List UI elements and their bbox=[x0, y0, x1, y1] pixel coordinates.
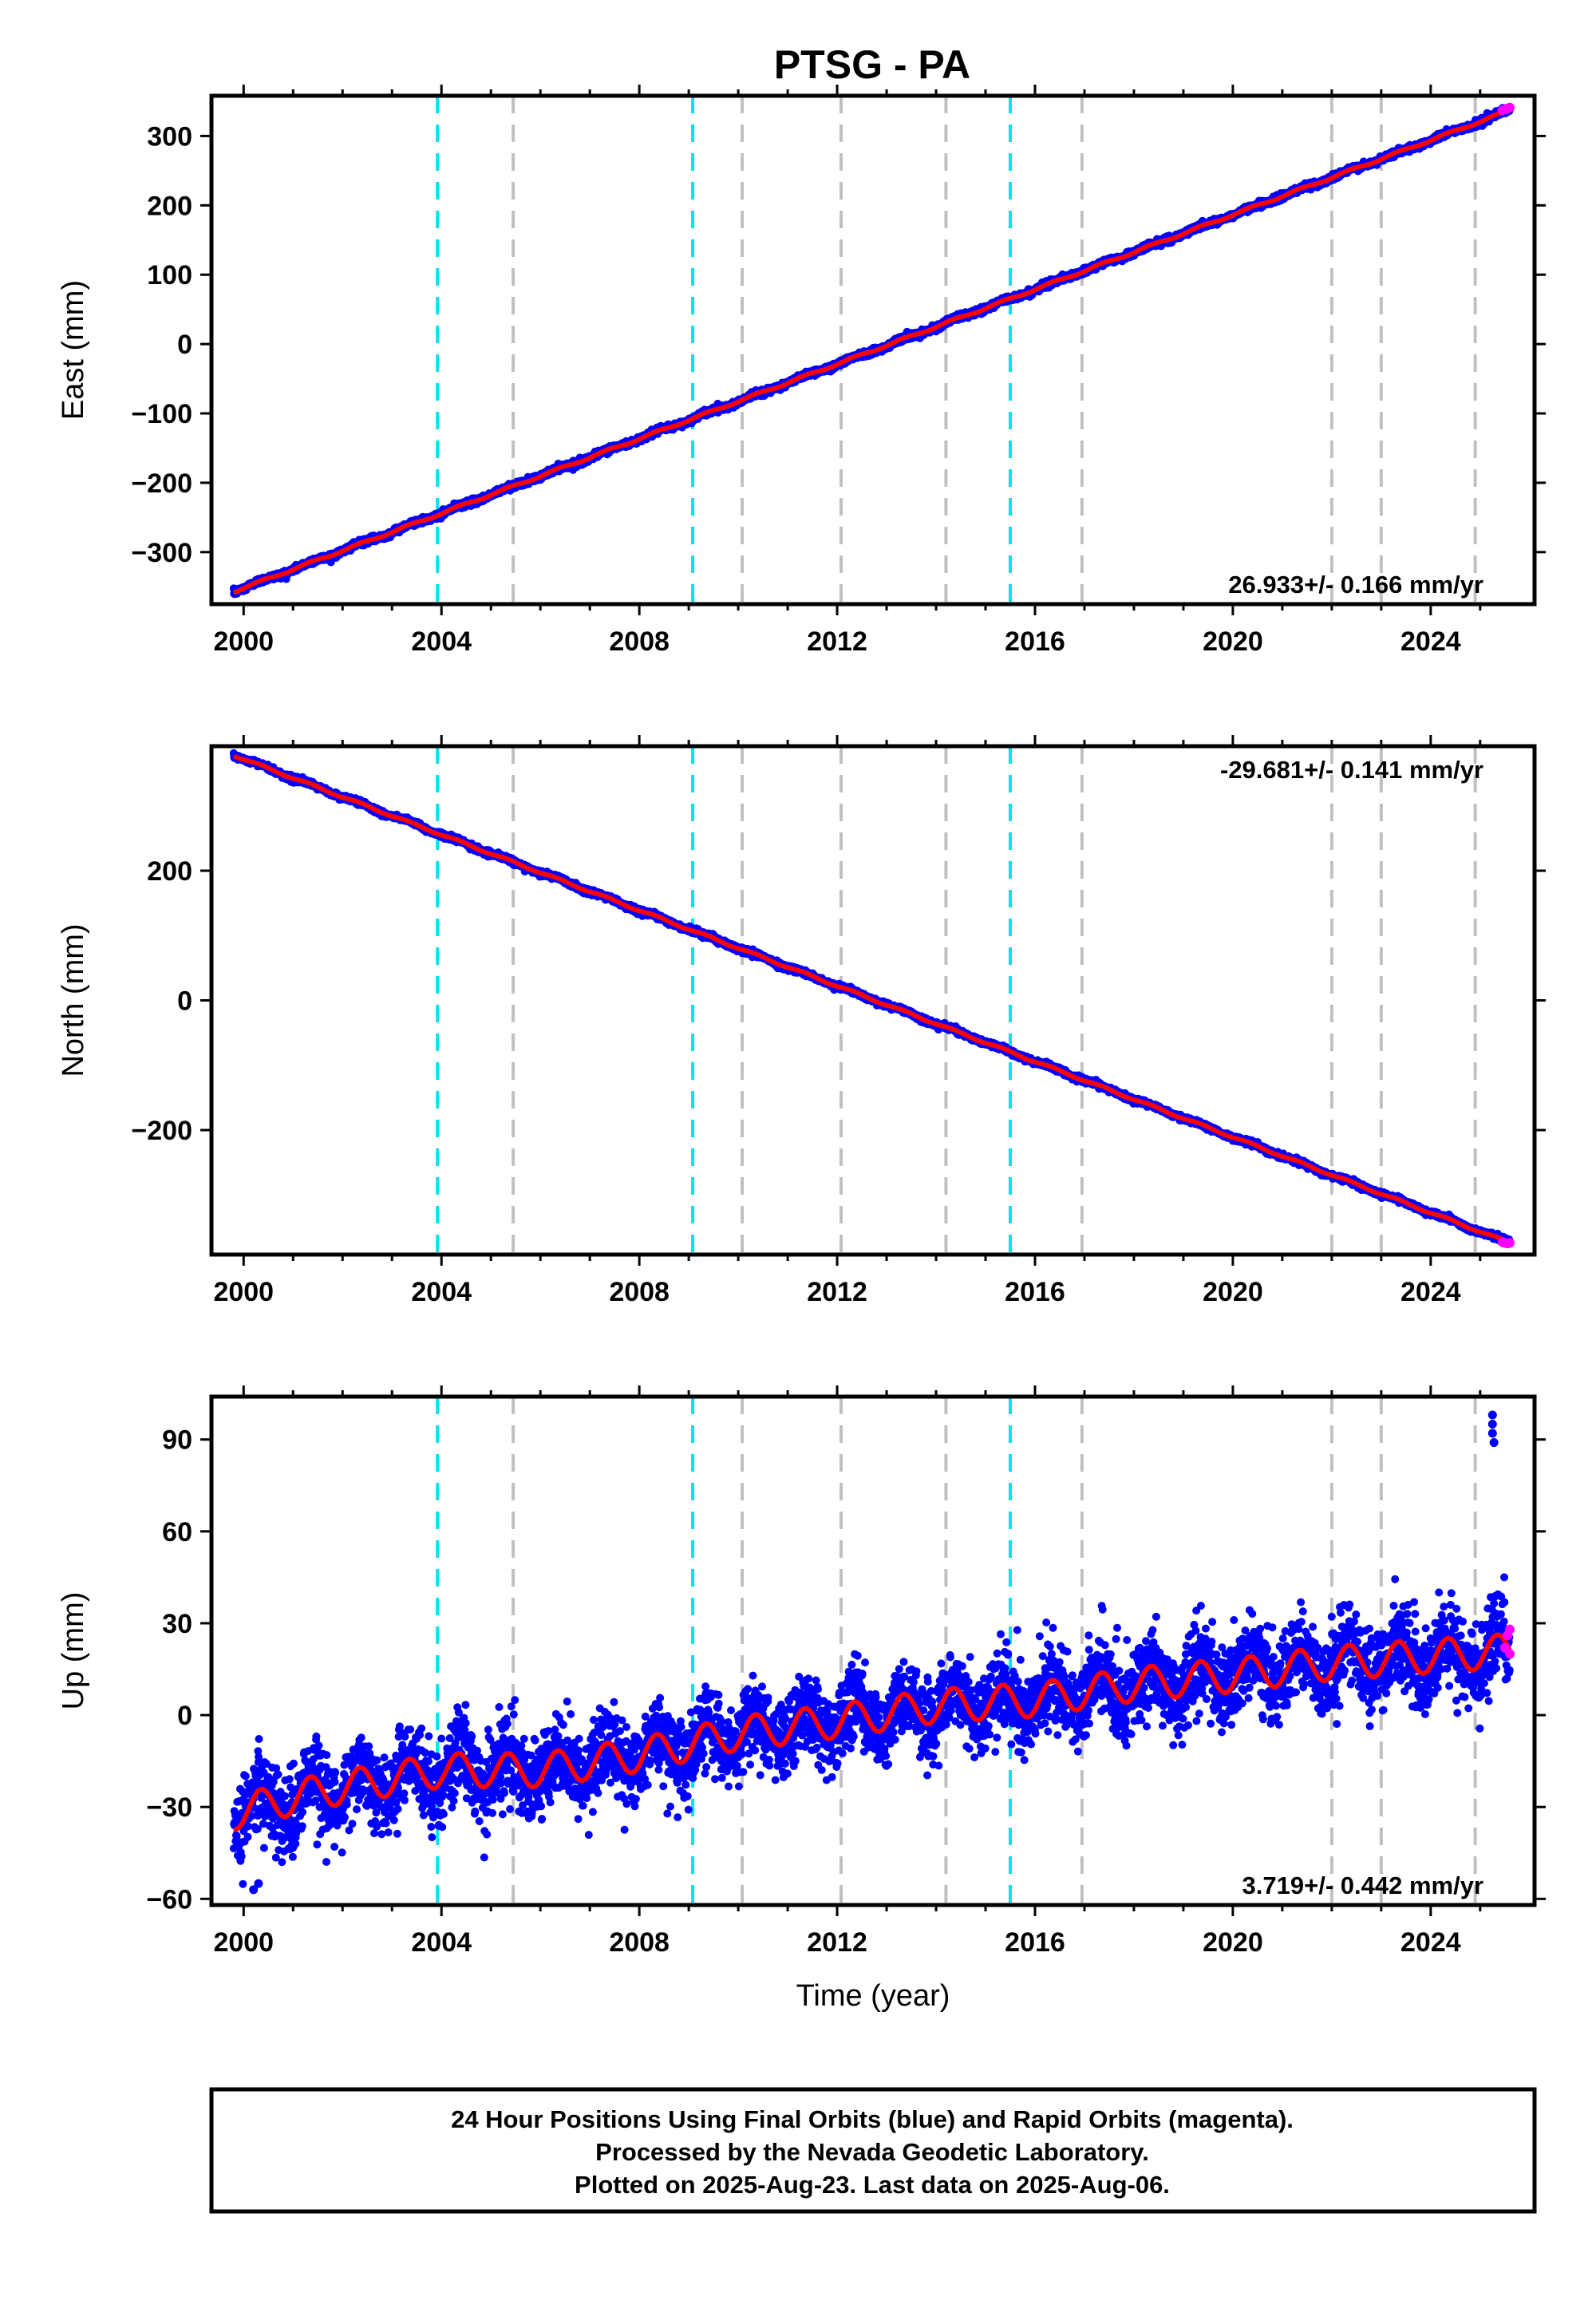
figure-title: PTSG - PA bbox=[774, 42, 970, 87]
x-tick-label-east-5: 2020 bbox=[1203, 626, 1263, 657]
y-tick-label-east-0: −300 bbox=[131, 538, 192, 568]
x-tick-label-east-0: 2000 bbox=[213, 626, 274, 657]
y-tick-label-east-5: 200 bbox=[147, 191, 192, 221]
x-tick-label-east-1: 2004 bbox=[411, 626, 472, 657]
x-tick-label-east-2: 2008 bbox=[609, 626, 670, 657]
x-tick-label-east-4: 2016 bbox=[1005, 626, 1065, 657]
velocity-label-east: 26.933+/- 0.166 mm/yr bbox=[1228, 571, 1483, 599]
y-tick-label-east-1: −200 bbox=[131, 468, 192, 499]
rapid-orbit-point-east-3 bbox=[1505, 102, 1515, 113]
y-tick-label-east-3: 0 bbox=[177, 330, 192, 360]
y-tick-label-east-6: 300 bbox=[147, 121, 192, 152]
y-axis-label-east: East (mm) bbox=[57, 280, 90, 420]
panel-east: 2000 2004 2008 2012 2016 2020 2024−300−200−100… bbox=[57, 85, 1546, 657]
panels: 2000 2004 2008 2012 2016 2020 2024−300−200−100… bbox=[57, 85, 1546, 2013]
model-fit-line-east bbox=[232, 108, 1511, 595]
y-tick-label-east-4: 100 bbox=[147, 260, 192, 290]
x-tick-label-east-6: 2024 bbox=[1400, 626, 1461, 657]
x-tick-label-east-3: 2012 bbox=[807, 626, 867, 657]
y-tick-label-east-2: −100 bbox=[131, 399, 192, 429]
panel-north: 2000 2004 2008 2012 2016 2020 2024−2000200Nort… bbox=[57, 735, 1546, 1307]
